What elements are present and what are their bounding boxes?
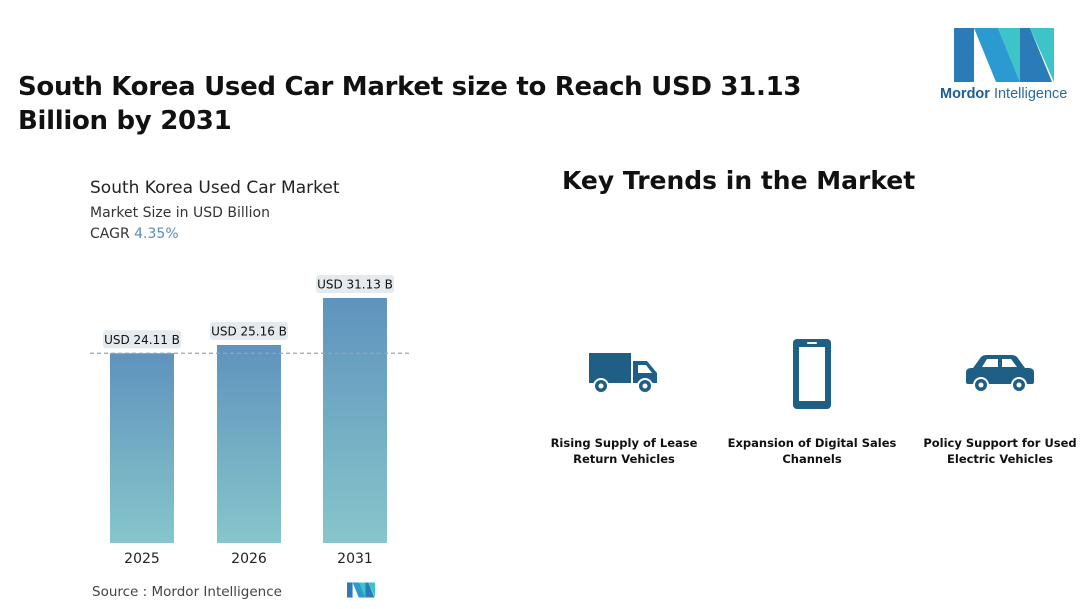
data-label: USD 24.11 B [104, 333, 180, 347]
mordor-logo: Mordor Intelligence [940, 28, 1067, 108]
data-label-bg [316, 275, 394, 294]
truck-icon [589, 353, 657, 394]
x-tick-label: 2031 [337, 551, 373, 567]
x-tick-label: 2026 [231, 551, 267, 567]
trend-label: Policy Support for Used Electric Vehicles [923, 436, 1077, 466]
bar-2025 [110, 353, 174, 543]
x-tick-label: 2025 [124, 551, 160, 567]
page-headline: South Korea Used Car Market size to Reac… [18, 72, 802, 136]
bar-2026 [217, 344, 281, 543]
trend-digital-sales: Expansion of Digital Sales Channels [727, 335, 897, 467]
mordor-logo-mark-icon [954, 28, 1054, 82]
source-note: Source : Mordor Intelligence [92, 584, 282, 600]
bar-2031 [323, 298, 387, 543]
mordor-small-logo-icon [347, 582, 375, 598]
chart-title: South Korea Used Car Market [90, 178, 340, 198]
data-label-bg [210, 321, 288, 340]
cagr-value: 4.35% [134, 226, 179, 242]
smartphone-icon [793, 339, 831, 409]
cagr-label: CAGR [90, 226, 130, 242]
mordor-logo-text: Mordor Intelligence [940, 86, 1068, 102]
trend-label: Rising Supply of Lease Return Vehicles [550, 436, 698, 466]
source-label: Source : [92, 584, 148, 600]
data-label: USD 31.13 B [317, 278, 393, 292]
trend-lease-return: Rising Supply of Lease Return Vehicles [539, 335, 709, 467]
car-icon [966, 355, 1034, 393]
trend-label: Expansion of Digital Sales Channels [727, 436, 897, 466]
key-trends-title: Key Trends in the Market [562, 166, 916, 195]
trend-used-ev-policy: Policy Support for Used Electric Vehicles [915, 335, 1080, 467]
chart-subtitle: Market Size in USD Billion [90, 205, 270, 221]
data-label: USD 25.16 B [211, 324, 287, 338]
data-label-bg [103, 330, 181, 349]
cagr-line: CAGR 4.35% [90, 226, 179, 242]
market-size-bar-chart: USD 24.11 B 2025 USD 25.16 B 2026 USD 31.13 … [90, 275, 410, 567]
source-value: Mordor Intelligence [151, 584, 282, 600]
